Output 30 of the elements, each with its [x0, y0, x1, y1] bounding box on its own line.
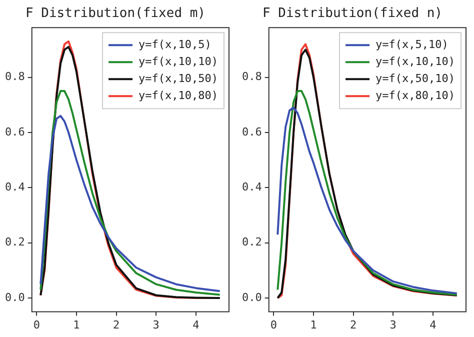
y-tick-label: 0.4: [242, 180, 262, 194]
chart-title: F Distribution(fixed m): [25, 6, 206, 22]
legend-label: y=f(x,10,80): [138, 88, 218, 102]
x-tick-label: 1: [310, 318, 317, 332]
y-tick-label: 0.6: [4, 125, 25, 138]
y-tick-label: 0.0: [242, 290, 262, 304]
y-tick-label: 0.8: [4, 70, 25, 84]
x-tick-label: 4: [192, 318, 200, 332]
x-tick-label: 4: [430, 318, 437, 332]
x-tick-label: 1: [73, 318, 80, 332]
y-tick-label: 0.2: [4, 236, 25, 249]
legend-label: y=f(x,50,10): [376, 72, 456, 85]
legend-label: y=f(x,80,10): [376, 88, 456, 102]
legend-label: y=f(x,10,10): [376, 54, 456, 68]
legend-label: y=f(x,10,50): [138, 72, 218, 85]
x-tick-label: 2: [350, 318, 357, 332]
x-tick-label: 2: [112, 318, 120, 332]
y-tick-label: 0.4: [4, 180, 26, 194]
y-tick-label: 0.0: [4, 290, 25, 304]
x-tick-label: 3: [152, 318, 160, 332]
y-tick-label: 0.8: [242, 70, 262, 84]
legend-label: y=f(x,5,10): [376, 38, 448, 51]
x-tick-label: 0: [270, 318, 277, 332]
legend-label: y=f(x,10,10): [138, 54, 218, 68]
legend-label: y=f(x,10,5): [138, 38, 212, 51]
x-tick-label: 0: [33, 318, 40, 332]
chart-title: F Distribution(fixed n): [262, 6, 443, 22]
y-tick-label: 0.2: [242, 236, 262, 249]
y-tick-label: 0.6: [242, 125, 262, 138]
x-tick-label: 3: [390, 318, 396, 332]
